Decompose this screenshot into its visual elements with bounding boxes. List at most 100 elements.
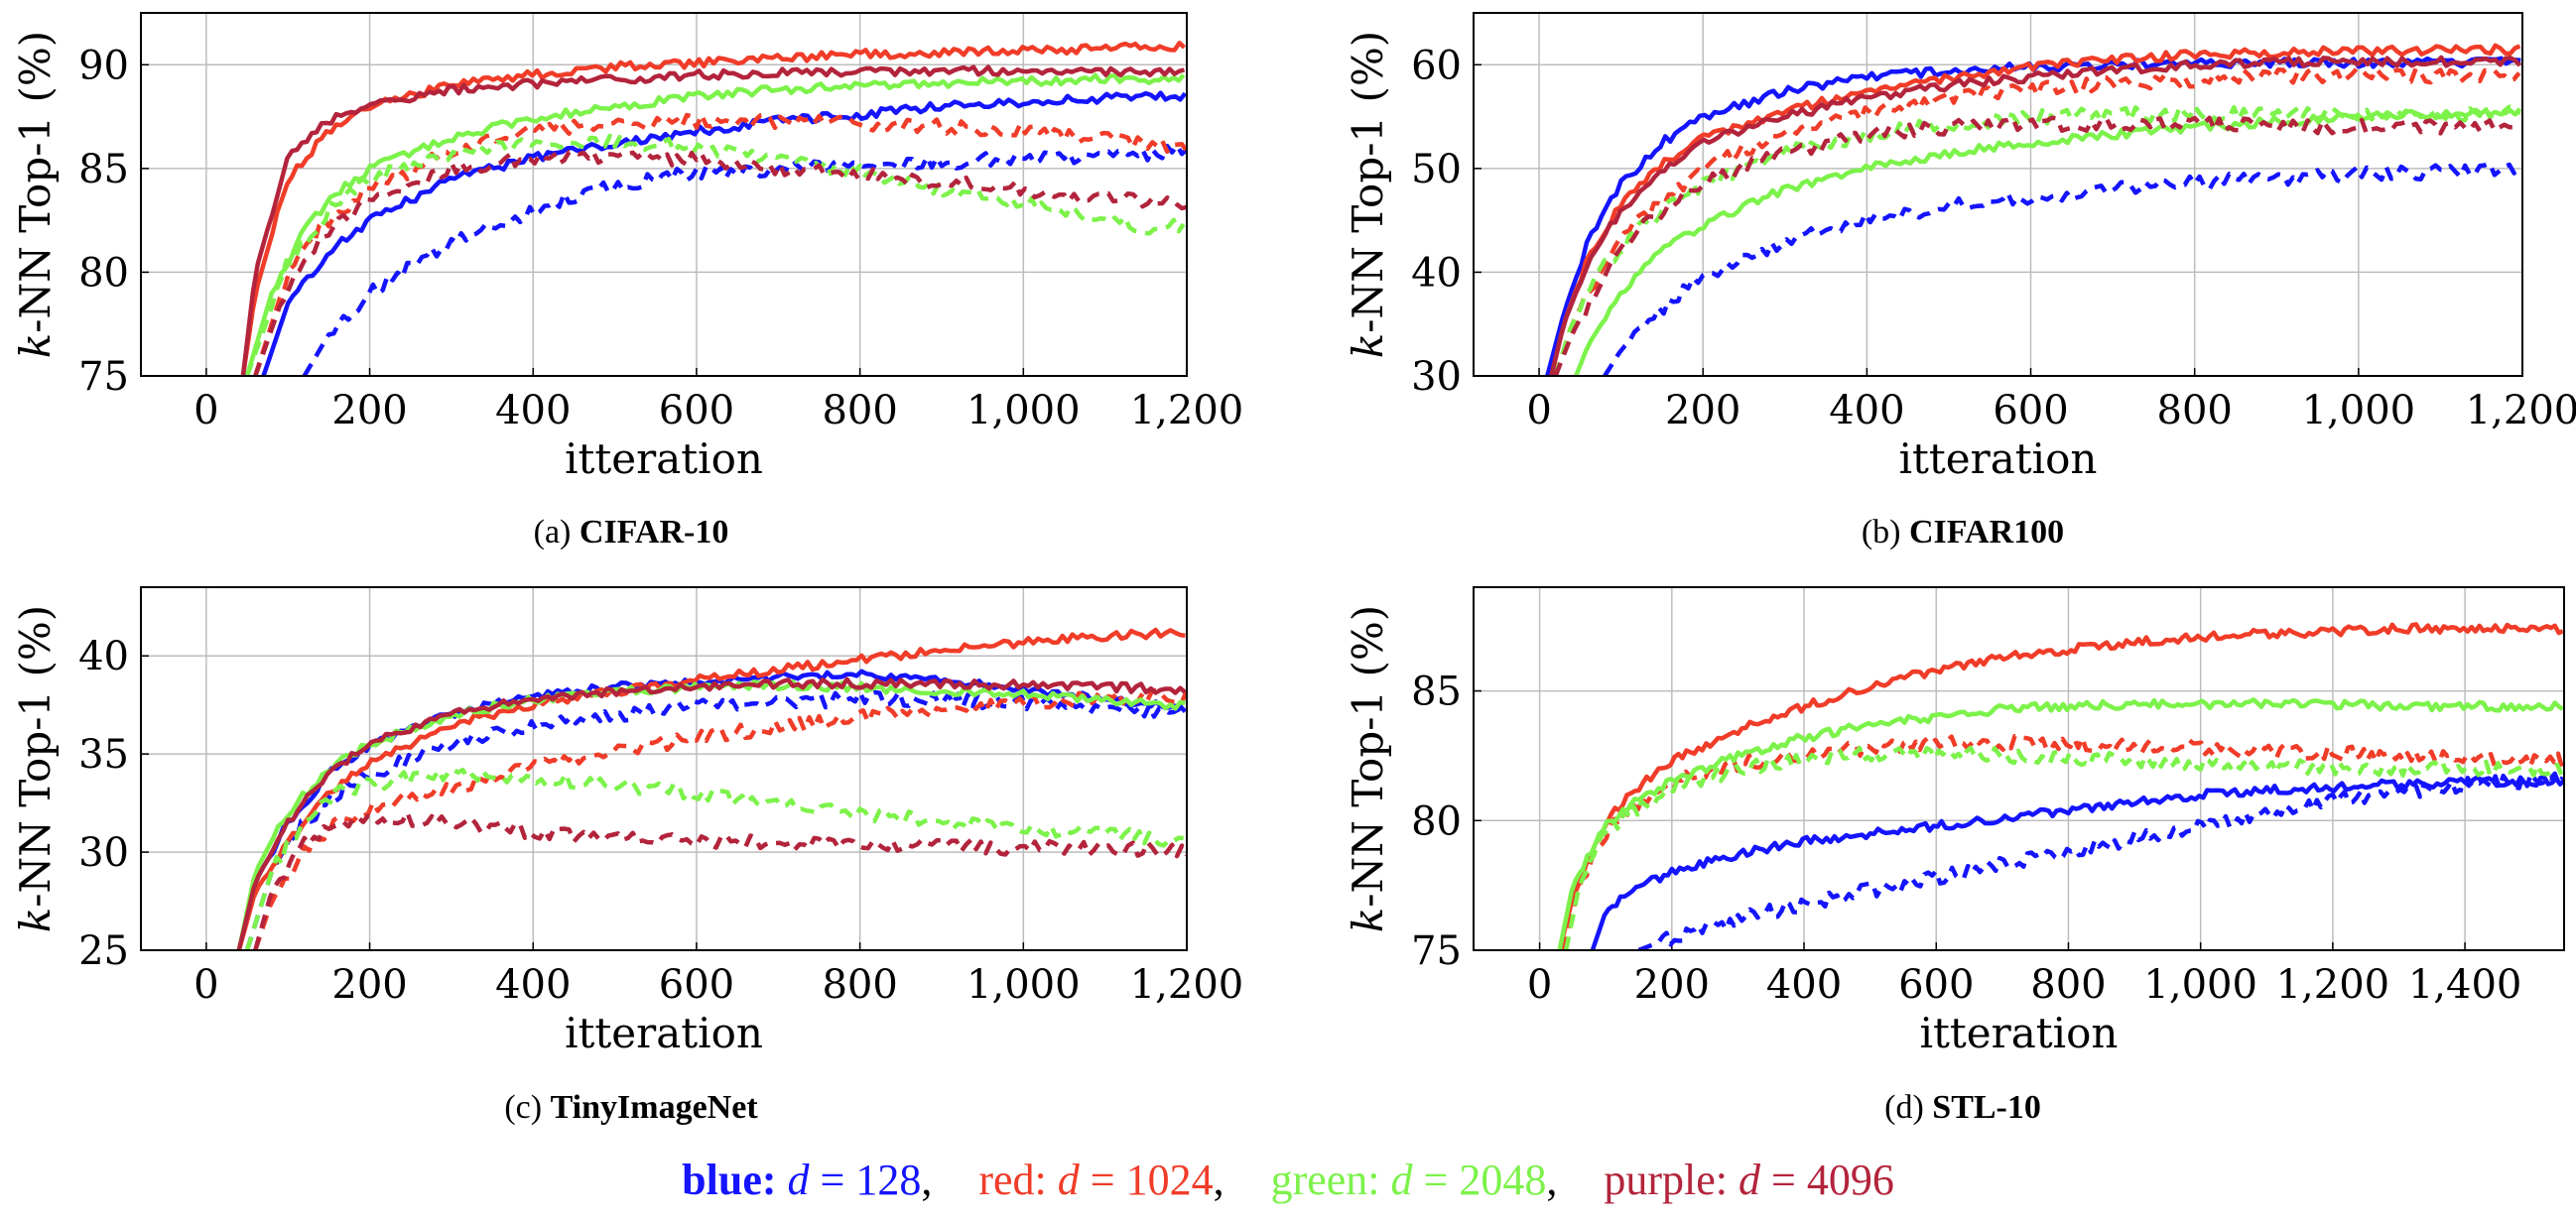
y-tick-label: 30 bbox=[1411, 354, 1462, 400]
x-axis-label: itteration bbox=[565, 434, 763, 483]
series-purple-solid bbox=[236, 676, 1187, 950]
series-green-solid bbox=[236, 678, 1186, 950]
x-tick-label: 1,400 bbox=[2408, 962, 2522, 1008]
series-blue-solid bbox=[261, 90, 1187, 376]
legend-purple-value: 4096 bbox=[1806, 1156, 1894, 1204]
x-tick-label: 800 bbox=[822, 962, 897, 1008]
x-tick-label: 600 bbox=[659, 962, 734, 1008]
x-tick-label: 400 bbox=[495, 962, 571, 1008]
caption-b: (b) CIFAR100 bbox=[1862, 514, 2064, 551]
series-red-solid bbox=[236, 627, 1186, 950]
y-tick-label: 60 bbox=[1411, 43, 1462, 88]
y-axis-label: k-NN Top-1 (%) bbox=[1344, 31, 1392, 358]
series-green-dashed bbox=[1563, 745, 2564, 950]
legend-entry-purple: purple: d = 4096 bbox=[1604, 1156, 1894, 1204]
series-green-dashed bbox=[244, 133, 1186, 376]
series-red-solid bbox=[1549, 43, 2521, 376]
chart-a: 0 200 400 600 800 1,000 1,200 75 80 85 90 itteratio… bbox=[11, 12, 1244, 483]
y-tick-label: 90 bbox=[78, 43, 129, 88]
x-tick-label: 800 bbox=[822, 388, 897, 433]
x-tick-label: 1,000 bbox=[2143, 962, 2257, 1008]
series-green-solid bbox=[244, 72, 1186, 376]
legend-blue-symbol: d bbox=[787, 1156, 810, 1204]
series-red-dashed bbox=[1560, 733, 2564, 950]
y-tick-label: 25 bbox=[78, 928, 129, 974]
series-red-solid bbox=[1557, 622, 2564, 950]
x-tick-label: 200 bbox=[1665, 388, 1740, 433]
legend-red-value: 1024 bbox=[1125, 1156, 1214, 1204]
y-axis-label: k-NN Top-1 (%) bbox=[11, 31, 60, 358]
x-tick-label: 0 bbox=[193, 388, 218, 433]
caption-d-title: STL-10 bbox=[1932, 1089, 2041, 1126]
caption-c: (c) TinyImageNet bbox=[504, 1089, 757, 1127]
series-green-solid bbox=[1574, 107, 2522, 376]
legend-entry-blue: blue: d = 128, bbox=[682, 1156, 933, 1204]
caption-c-prefix: (c) bbox=[504, 1089, 543, 1126]
legend-purple-symbol: d bbox=[1739, 1156, 1760, 1204]
x-tick-label: 200 bbox=[331, 388, 407, 433]
series-purple-dashed bbox=[1553, 115, 2520, 376]
legend-blue-value: 128 bbox=[855, 1156, 922, 1204]
plot-frame bbox=[1473, 586, 2565, 951]
legend-green-label: green: bbox=[1270, 1156, 1380, 1204]
x-tick-label: 800 bbox=[2030, 962, 2106, 1008]
y-tick-label: 80 bbox=[78, 250, 129, 296]
series-green-dashed bbox=[244, 767, 1184, 950]
y-tick-label: 30 bbox=[78, 830, 129, 876]
series-blue-solid bbox=[236, 669, 1187, 950]
caption-d-prefix: (d) bbox=[1884, 1089, 1924, 1126]
legend-green-symbol: d bbox=[1390, 1156, 1413, 1204]
legend-entry-green: green: d = 2048, bbox=[1270, 1156, 1558, 1204]
plot-frame bbox=[140, 12, 1188, 377]
y-tick-label: 85 bbox=[78, 147, 129, 192]
x-tick-label: 800 bbox=[2157, 388, 2233, 433]
chart-d: 0 200 400 600 800 1,000 1,200 1,400 75 80 85 ittera… bbox=[1344, 586, 2565, 1057]
x-axis-label: itteration bbox=[565, 1009, 763, 1057]
x-tick-label: 1,200 bbox=[2276, 962, 2390, 1008]
y-tick-label: 50 bbox=[1411, 147, 1462, 192]
x-tick-label: 1,200 bbox=[1130, 962, 1244, 1008]
series-purple-dashed bbox=[253, 150, 1187, 376]
plot-frame bbox=[140, 586, 1188, 951]
plot-frame bbox=[1473, 12, 2523, 377]
x-tick-label: 400 bbox=[1829, 388, 1904, 433]
legend-green-value: 2048 bbox=[1459, 1156, 1547, 1204]
x-tick-label: 400 bbox=[1766, 962, 1842, 1008]
caption-d: (d) STL-10 bbox=[1884, 1089, 2041, 1127]
legend-red-symbol: d bbox=[1057, 1156, 1080, 1204]
caption-b-title: CIFAR100 bbox=[1909, 514, 2065, 551]
caption-a: (a) CIFAR-10 bbox=[534, 514, 729, 551]
y-tick-label: 40 bbox=[1411, 250, 1462, 296]
x-tick-label: 600 bbox=[1898, 962, 1974, 1008]
y-axis-label: k-NN Top-1 (%) bbox=[1344, 605, 1392, 932]
y-tick-label: 75 bbox=[78, 354, 129, 400]
x-tick-label: 1,200 bbox=[2466, 388, 2576, 433]
x-tick-label: 600 bbox=[659, 388, 734, 433]
x-tick-label: 0 bbox=[1526, 388, 1551, 433]
x-tick-label: 200 bbox=[1634, 962, 1710, 1008]
series-blue-dashed bbox=[1637, 771, 2564, 950]
x-axis-label: itteration bbox=[1920, 1009, 2119, 1057]
series-red-dashed bbox=[253, 112, 1187, 376]
series-blue-solid bbox=[1545, 56, 2521, 376]
chart-c: 0 200 400 600 800 1,000 1,200 25 30 35 40 itteratio… bbox=[11, 586, 1244, 1057]
x-tick-label: 200 bbox=[331, 962, 407, 1008]
x-tick-label: 0 bbox=[193, 962, 218, 1008]
y-tick-label: 40 bbox=[78, 634, 129, 679]
caption-c-title: TinyImageNet bbox=[550, 1089, 758, 1126]
series-purple-solid bbox=[240, 64, 1186, 376]
series-blue-dashed bbox=[1603, 161, 2521, 376]
x-tick-label: 1,200 bbox=[1130, 388, 1244, 433]
legend-entry-red: red: d = 1024, bbox=[978, 1156, 1224, 1204]
legend-blue-label: blue: bbox=[682, 1156, 777, 1204]
series-purple-dashed bbox=[253, 809, 1187, 950]
x-tick-label: 1,000 bbox=[966, 388, 1081, 433]
x-tick-label: 600 bbox=[1993, 388, 2068, 433]
y-tick-label: 75 bbox=[1411, 928, 1462, 974]
x-tick-label: 1,000 bbox=[2302, 388, 2416, 433]
y-tick-label: 35 bbox=[78, 732, 129, 778]
series-blue-dashed bbox=[302, 143, 1187, 376]
series-blue-dashed bbox=[244, 689, 1186, 950]
caption-a-title: CIFAR-10 bbox=[579, 514, 729, 551]
